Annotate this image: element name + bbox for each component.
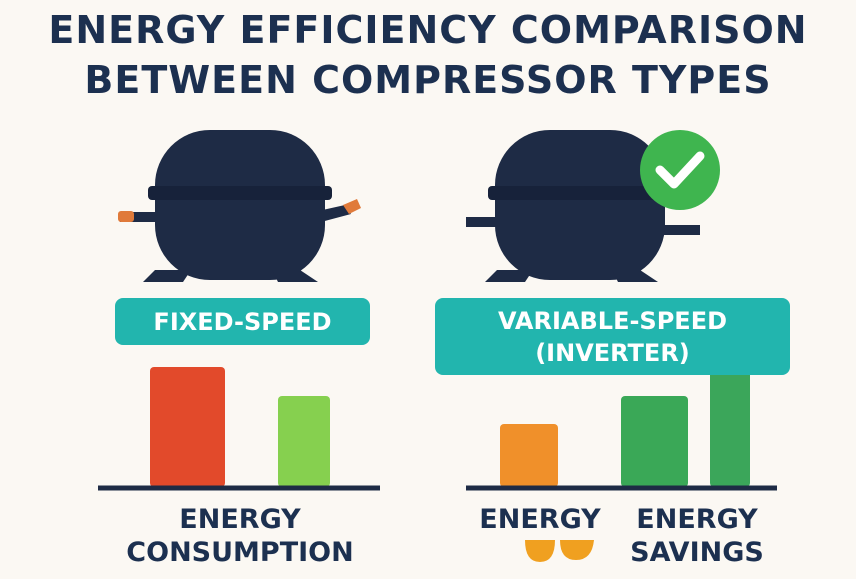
blob: [560, 540, 594, 560]
bar-energy: [500, 424, 558, 487]
compressor-fixed: [118, 130, 361, 282]
title-line: ENERGY EFFICIENCY COMPARISON: [48, 8, 808, 52]
label-fixed: FIXED-SPEED: [115, 298, 370, 345]
compressor-inverter: [466, 130, 700, 282]
caption: ENERGY SAVINGS: [630, 504, 764, 568]
label-inverter: VARIABLE-SPEED (INVERTER): [435, 298, 790, 375]
blob: [525, 540, 555, 562]
title-line: BETWEEN COMPRESSOR TYPES: [84, 58, 772, 102]
bar-savings: [710, 364, 750, 487]
bar-green: [278, 396, 330, 487]
caption: ENERGY CONSUMPTION: [126, 504, 354, 568]
bar-savings: [621, 396, 688, 487]
bar-consumption: [150, 367, 225, 487]
caption: ENERGY: [479, 504, 601, 535]
check-badge: [640, 130, 720, 210]
